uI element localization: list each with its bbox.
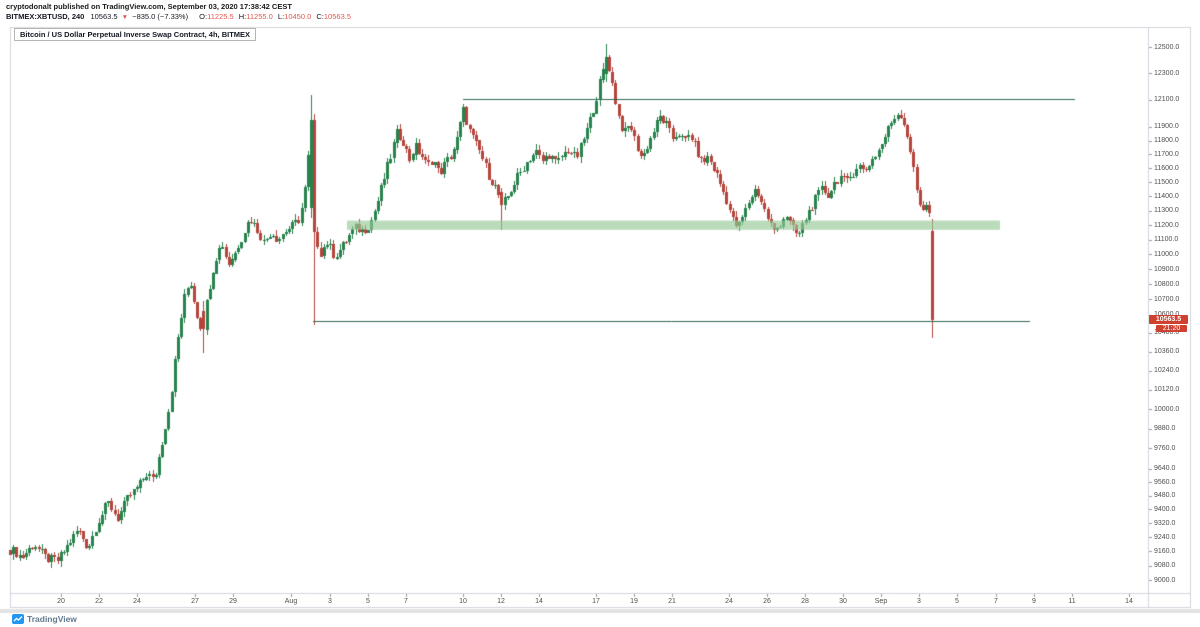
tradingview-logo-icon [12, 614, 24, 624]
tradingview-watermark[interactable]: TradingView [12, 612, 77, 626]
watermark-label: TradingView [27, 614, 77, 624]
